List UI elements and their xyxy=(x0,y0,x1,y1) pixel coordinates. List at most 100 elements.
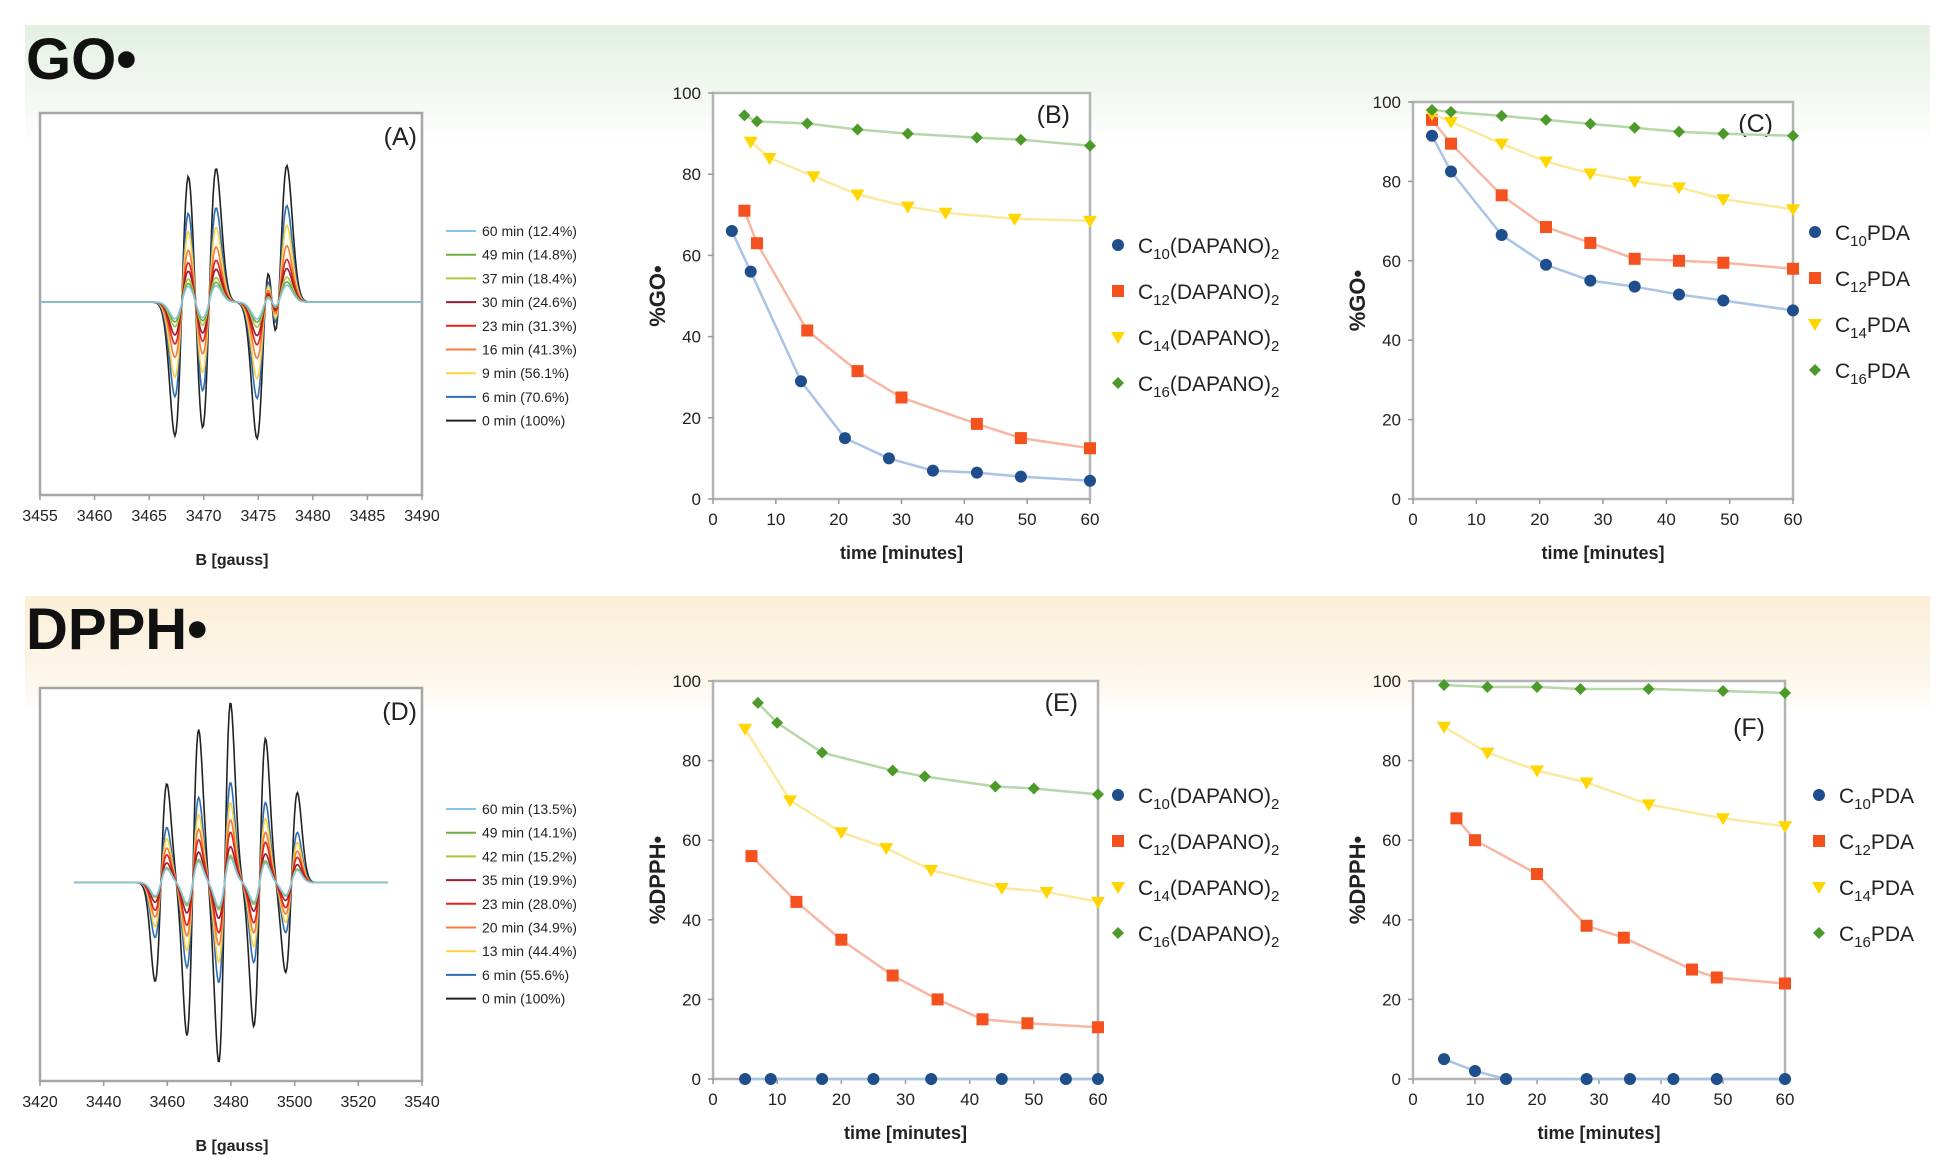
data-point xyxy=(750,237,763,250)
data-point xyxy=(886,764,899,777)
legend: C10(DAPANO)2 C12(DAPANO)2 C14(DAPANO)2 C16(… xyxy=(1111,785,1279,951)
legend-label: C14(DAPANO)2 xyxy=(1138,877,1279,905)
data-point xyxy=(1624,1073,1636,1085)
data-point xyxy=(1084,474,1096,487)
data-point xyxy=(1494,138,1509,151)
data-point xyxy=(771,716,784,729)
series-14-dapano xyxy=(743,136,1097,228)
data-point xyxy=(1092,1021,1104,1034)
data-point xyxy=(1014,470,1027,483)
y-tick-label: 100 xyxy=(1373,672,1401,691)
legend-marker xyxy=(1809,364,1821,376)
data-point xyxy=(931,993,944,1006)
x-tick-label: 30 xyxy=(1590,1090,1609,1109)
x-tick-label: 3540 xyxy=(404,1094,440,1111)
legend-label: 6 min (55.6%) xyxy=(482,967,569,983)
series-line xyxy=(749,140,1091,223)
legend-marker xyxy=(1808,319,1822,331)
data-point xyxy=(1495,228,1508,241)
x-tick-label: 10 xyxy=(766,510,785,529)
y-axis-label: %DPPH• xyxy=(645,836,670,924)
data-point xyxy=(1779,977,1791,990)
data-point xyxy=(1438,1053,1450,1066)
legend-label: C16(DAPANO)2 xyxy=(1138,923,1279,951)
data-point xyxy=(1779,686,1791,699)
x-tick-label: 20 xyxy=(1528,1090,1547,1109)
data-point xyxy=(850,189,865,202)
legend-label: C14PDA xyxy=(1839,877,1914,905)
data-point xyxy=(1445,137,1457,150)
x-tick-label: 3460 xyxy=(77,508,113,525)
y-tick-label: 40 xyxy=(1382,911,1401,930)
data-point xyxy=(1495,109,1508,122)
data-point xyxy=(1092,788,1104,801)
data-point xyxy=(925,1073,938,1085)
series-10-dapano xyxy=(739,1073,1104,1085)
legend-label: 16 min (41.3%) xyxy=(482,342,577,358)
y-tick-label: 100 xyxy=(1373,93,1401,112)
data-point xyxy=(886,969,899,982)
legend-label: C16PDA xyxy=(1835,360,1910,388)
data-point xyxy=(816,746,829,759)
data-point xyxy=(918,770,931,783)
go-section-title: GO• xyxy=(26,27,137,92)
panel-label: (E) xyxy=(1045,689,1078,717)
legend: 60 min (12.4%) 49 min (14.8%) 37 min (18.4… xyxy=(446,223,577,429)
legend-marker xyxy=(1813,789,1825,801)
data-point xyxy=(783,795,797,808)
data-point xyxy=(1672,182,1686,195)
y-axis-label: %GO• xyxy=(1345,270,1370,332)
legend-label: 60 min (12.4%) xyxy=(482,223,577,239)
y-tick-label: 60 xyxy=(1382,831,1401,850)
data-point xyxy=(851,365,864,378)
data-point xyxy=(1445,105,1457,118)
plot-frame xyxy=(1411,679,1787,1081)
legend-marker xyxy=(1813,835,1825,847)
legend-marker xyxy=(1812,882,1826,894)
data-point xyxy=(738,204,751,217)
chart-panel-e: 0 10 20 30 40 50 60 0 20 40 60 80 100 time [minutes]%… xyxy=(645,672,1279,1143)
legend-label: C12PDA xyxy=(1835,268,1910,296)
x-tick-label: 0 xyxy=(708,510,717,529)
x-tick-label: 30 xyxy=(892,510,911,529)
series-line xyxy=(757,702,1099,796)
data-point xyxy=(744,265,757,278)
data-point xyxy=(1673,254,1685,267)
y-tick-label: 100 xyxy=(673,672,701,691)
legend-marker xyxy=(1809,272,1821,284)
data-point xyxy=(879,843,894,856)
data-point xyxy=(926,464,939,477)
series-line xyxy=(744,728,1099,904)
legend-label: C10(DAPANO)2 xyxy=(1138,235,1279,263)
data-point xyxy=(1787,129,1799,142)
legend-label: 35 min (19.9%) xyxy=(482,872,577,888)
data-point xyxy=(762,152,777,165)
x-tick-label: 50 xyxy=(1714,1090,1733,1109)
legend-label: 23 min (31.3%) xyxy=(482,318,577,334)
data-point xyxy=(1627,176,1642,189)
data-point xyxy=(1710,971,1723,984)
series-10-dapano xyxy=(725,225,1096,487)
data-point xyxy=(1787,262,1799,275)
plot-frame xyxy=(38,686,424,1083)
y-tick-label: 0 xyxy=(692,490,701,509)
x-tick-label: 60 xyxy=(1776,1090,1795,1109)
legend-label: 20 min (34.9%) xyxy=(482,920,577,936)
data-point xyxy=(1059,1073,1072,1085)
legend-label: C12(DAPANO)2 xyxy=(1138,281,1279,309)
data-point xyxy=(1584,274,1597,287)
spectrum-trace xyxy=(40,284,422,320)
panel-label: (F) xyxy=(1733,714,1765,742)
legend-label: 49 min (14.1%) xyxy=(482,825,577,841)
x-tick-label: 40 xyxy=(955,510,974,529)
legend-label: 23 min (28.0%) xyxy=(482,896,577,912)
data-point xyxy=(1584,117,1597,130)
data-point xyxy=(1014,432,1027,445)
x-axis-label: time [minutes] xyxy=(1541,543,1664,563)
series-16-dapano xyxy=(738,109,1096,152)
data-point xyxy=(1628,280,1641,293)
data-point xyxy=(794,375,807,388)
series-12-pda xyxy=(1426,113,1799,275)
data-point xyxy=(1642,682,1655,695)
series-line xyxy=(743,114,1091,148)
